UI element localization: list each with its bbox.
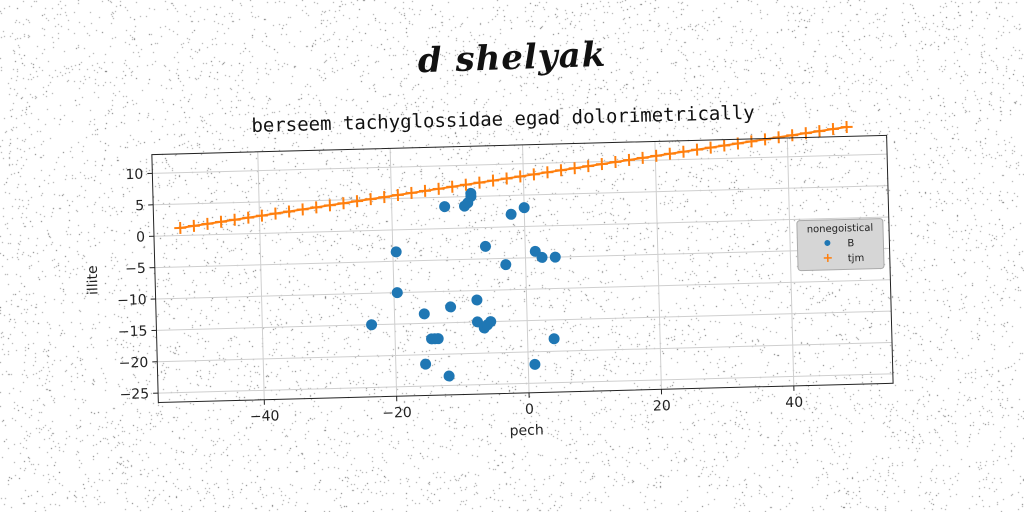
x-gridline xyxy=(655,141,661,389)
plus-marker xyxy=(446,181,458,193)
y-gridline xyxy=(156,311,891,330)
plus-marker xyxy=(337,197,349,209)
plus-marker xyxy=(215,216,227,228)
plus-marker xyxy=(419,185,431,197)
plus-marker xyxy=(568,162,580,174)
plus-marker xyxy=(827,123,839,135)
plus-marker xyxy=(229,214,241,226)
x-gridline xyxy=(787,138,793,386)
plus-marker xyxy=(555,164,567,176)
plus-marker xyxy=(297,203,309,215)
scatter-point xyxy=(420,358,431,369)
plus-marker xyxy=(269,207,281,219)
scatter-point xyxy=(366,319,377,330)
plus-marker xyxy=(351,195,363,207)
legend-title: nonegoistical xyxy=(807,223,874,236)
y-gridline xyxy=(158,374,893,393)
scatter-point xyxy=(550,251,561,262)
x-gridline xyxy=(390,148,396,396)
plus-marker xyxy=(201,218,213,230)
scatter-point xyxy=(505,209,516,220)
plus-marker xyxy=(745,135,757,147)
y-gridline xyxy=(157,342,892,361)
plus-marker xyxy=(704,141,716,153)
y-tick-label: −5 xyxy=(125,261,146,278)
scatter-point xyxy=(391,246,402,257)
plus-marker xyxy=(691,143,703,155)
scatter-point xyxy=(500,259,511,270)
y-gridline xyxy=(153,186,888,205)
plus-marker xyxy=(623,154,635,166)
legend-label-B: B xyxy=(847,238,854,249)
plot-area xyxy=(172,121,859,389)
y-gridline xyxy=(155,248,890,267)
plus-marker xyxy=(405,187,417,199)
plus-marker xyxy=(718,139,730,151)
plus-marker xyxy=(609,156,621,168)
plus-marker xyxy=(188,220,200,232)
y-axis-label: illite xyxy=(85,265,102,295)
plus-marker xyxy=(500,172,512,184)
plus-marker xyxy=(840,121,852,133)
plus-marker xyxy=(378,191,390,203)
x-axis-label: pech xyxy=(509,422,543,439)
scatter-point xyxy=(519,202,530,213)
plus-marker xyxy=(813,125,825,137)
x-tick-label: −40 xyxy=(250,408,280,425)
plus-marker xyxy=(664,148,676,160)
plus-marker xyxy=(541,166,553,178)
y-tick-label: −20 xyxy=(119,355,149,372)
scatter-point xyxy=(392,287,403,298)
scatter-point xyxy=(445,301,456,312)
x-tick-label: 0 xyxy=(525,402,534,418)
scatter-point xyxy=(471,294,482,305)
y-tick-label: −15 xyxy=(118,324,148,341)
y-gridline xyxy=(154,217,889,236)
y-gridline xyxy=(156,280,891,299)
plus-marker xyxy=(392,189,404,201)
legend-label-tjm: tjm xyxy=(848,253,865,264)
scatter-point xyxy=(529,359,540,370)
plus-marker xyxy=(433,183,445,195)
plus-marker xyxy=(242,212,254,224)
x-gridline xyxy=(523,145,529,393)
y-tick-label: −25 xyxy=(119,386,149,403)
plus-marker xyxy=(487,174,499,186)
scatter-point xyxy=(443,370,454,381)
plus-marker xyxy=(528,168,540,180)
plus-marker xyxy=(256,209,268,221)
x-tick-label: 40 xyxy=(785,395,803,411)
scatter-point xyxy=(480,241,491,252)
plus-marker xyxy=(473,176,485,188)
plus-marker xyxy=(772,131,784,143)
plus-marker xyxy=(283,205,295,217)
scatter-point xyxy=(419,308,430,319)
y-tick-label: 5 xyxy=(135,198,144,214)
plus-marker xyxy=(174,222,186,234)
chart-title: berseem tachyglossidae egad dolorimetric… xyxy=(251,102,755,137)
y-tick-label: 0 xyxy=(136,229,145,245)
plus-marker xyxy=(324,199,336,211)
plus-marker xyxy=(677,146,689,158)
plus-marker xyxy=(514,170,526,182)
plus-marker xyxy=(636,152,648,164)
x-tick-label: −20 xyxy=(382,405,412,422)
scatter-point xyxy=(548,333,559,344)
x-tick-label: 20 xyxy=(653,398,671,414)
y-tick-label: 10 xyxy=(125,167,143,183)
legend: nonegoistical Btjm xyxy=(797,218,884,270)
scatter-point xyxy=(439,201,450,212)
y-tick-label: −10 xyxy=(117,292,147,309)
plus-marker xyxy=(310,201,322,213)
tick-labels: −40 −20 0 20 40 10 5 0 −5 −10 −15 −20 −25 xyxy=(114,150,804,429)
plus-marker xyxy=(786,129,798,141)
plus-marker xyxy=(759,133,771,145)
plus-marker xyxy=(365,193,377,205)
plus-marker xyxy=(596,158,608,170)
x-gridline xyxy=(258,152,264,400)
